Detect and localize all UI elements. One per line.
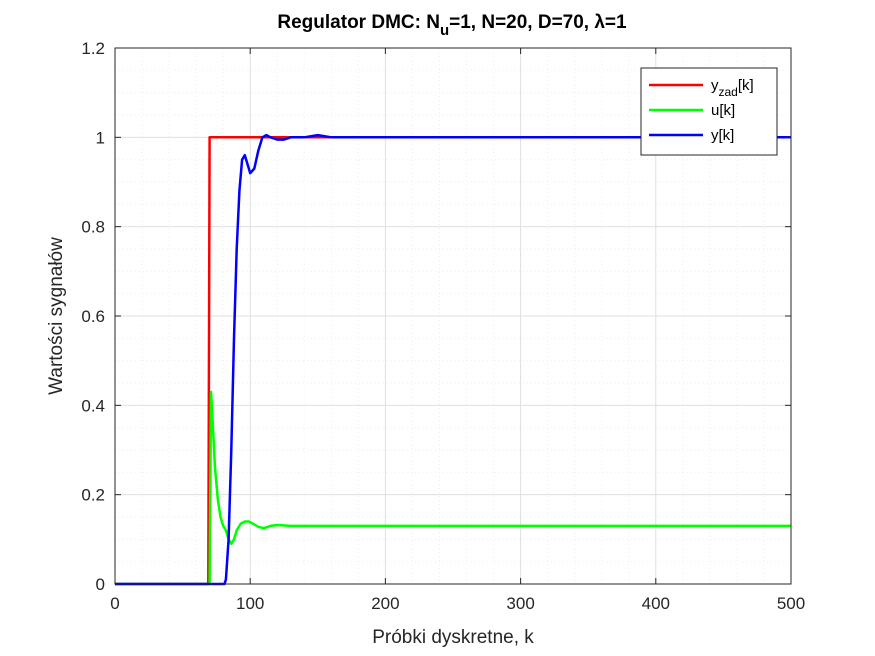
- legend-label-1: u[k]: [711, 102, 735, 119]
- x-tick-label: 400: [642, 594, 670, 613]
- x-tick-label: 500: [777, 594, 805, 613]
- y-axis-label: Wartości sygnałów: [46, 237, 67, 395]
- y-tick-label: 1.2: [81, 39, 105, 58]
- series-line-2: [115, 133, 791, 586]
- y-tick-label: 0: [96, 575, 105, 594]
- chart-title: Regulator DMC: Nu=1, N=20, D=70, λ=1: [277, 12, 627, 39]
- y-tick-label: 0.8: [81, 218, 105, 237]
- y-tick-label: 0.2: [81, 486, 105, 505]
- legend-box: [640, 67, 778, 156]
- y-tick-labels: 0 0.2 0.4 0.6 0.8 1 1.2: [81, 39, 105, 594]
- x-tick-labels: 0 100 200 300 400 500: [110, 594, 805, 613]
- chart-title-subscript: u: [440, 22, 449, 39]
- x-axis-label: Próbki dyskretne, k: [372, 627, 534, 648]
- x-tick-label: 200: [371, 594, 399, 613]
- legend: yzad[k] u[k] y[k]: [640, 67, 778, 156]
- legend-label-0: yzad[k]: [711, 77, 754, 99]
- tick-marks: [114, 47, 792, 585]
- y-tick-label: 0.4: [81, 396, 105, 415]
- series-line-1: [115, 390, 791, 586]
- y-tick-label: 1: [96, 128, 105, 147]
- x-tick-label: 0: [110, 594, 119, 613]
- legend-label-2: y[k]: [711, 127, 734, 144]
- y-tick-label: 0.6: [81, 307, 105, 326]
- x-tick-label: 100: [236, 594, 264, 613]
- x-tick-label: 300: [506, 594, 534, 613]
